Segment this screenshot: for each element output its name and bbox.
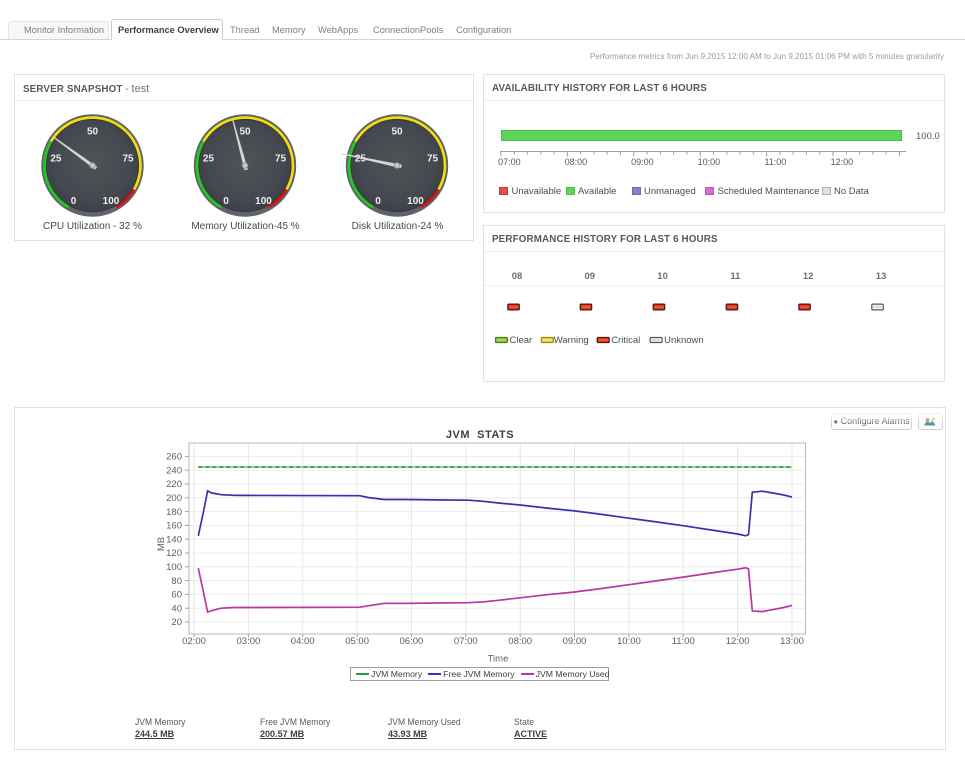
svg-text:10:00: 10:00 [617, 636, 641, 647]
svg-text:20: 20 [171, 617, 182, 628]
svg-text:180: 180 [166, 507, 182, 518]
svg-text:100: 100 [103, 196, 120, 207]
svg-text:13:00: 13:00 [780, 636, 804, 647]
svg-text:12:00: 12:00 [726, 636, 750, 647]
svg-text:25: 25 [203, 153, 215, 164]
svg-text:0: 0 [71, 196, 77, 207]
svg-text:260: 260 [166, 452, 182, 463]
svg-text:120: 120 [166, 548, 182, 559]
svg-text:09:00: 09:00 [563, 636, 587, 647]
svg-text:11:00: 11:00 [672, 636, 695, 647]
svg-text:02:00: 02:00 [182, 636, 206, 647]
svg-text:75: 75 [275, 153, 287, 164]
svg-text:240: 240 [166, 465, 182, 476]
svg-text:220: 220 [166, 479, 182, 490]
svg-text:08:00: 08:00 [508, 636, 532, 647]
svg-text:50: 50 [239, 126, 251, 137]
svg-text:04:00: 04:00 [291, 636, 315, 647]
svg-text:200: 200 [166, 493, 182, 504]
svg-text:100: 100 [166, 562, 182, 573]
svg-text:100: 100 [255, 196, 272, 207]
svg-text:75: 75 [122, 153, 134, 164]
svg-text:05:00: 05:00 [345, 636, 369, 647]
svg-text:06:00: 06:00 [400, 636, 424, 647]
svg-text:50: 50 [87, 126, 99, 137]
svg-text:60: 60 [171, 590, 182, 601]
svg-text:MB: MB [156, 537, 167, 551]
svg-text:03:00: 03:00 [237, 636, 261, 647]
svg-text:75: 75 [427, 153, 439, 164]
svg-text:160: 160 [166, 521, 182, 532]
svg-text:07:00: 07:00 [454, 636, 478, 647]
svg-text:25: 25 [50, 153, 62, 164]
svg-text:50: 50 [391, 126, 403, 137]
svg-text:Time: Time [488, 654, 509, 665]
svg-text:100: 100 [407, 196, 424, 207]
svg-text:40: 40 [171, 603, 182, 614]
svg-text:0: 0 [375, 196, 381, 207]
svg-text:140: 140 [166, 534, 182, 545]
svg-text:25: 25 [355, 153, 367, 164]
svg-text:0: 0 [223, 196, 229, 207]
svg-text:80: 80 [171, 576, 182, 587]
